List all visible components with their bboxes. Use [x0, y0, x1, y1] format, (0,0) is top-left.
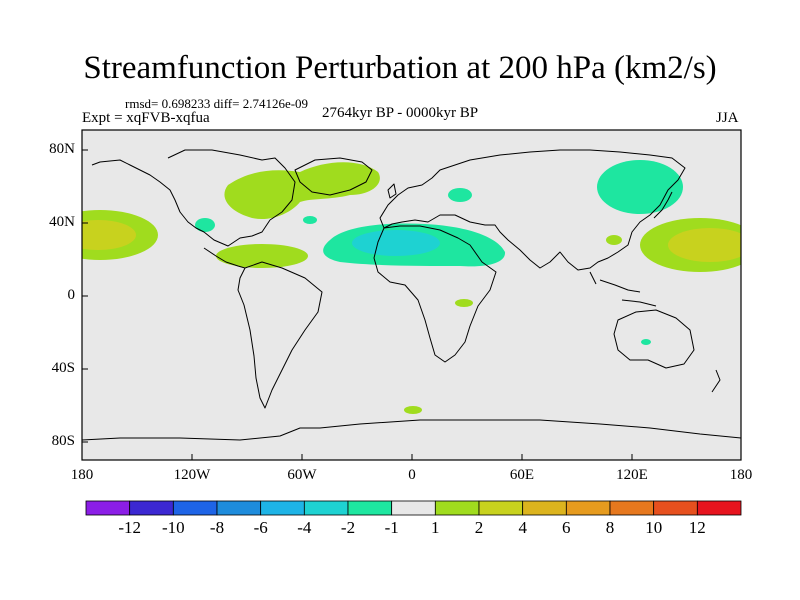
coast-eurasia	[379, 149, 686, 271]
lon-label-180e: 180	[729, 467, 753, 483]
colorbar-box	[129, 500, 174, 516]
colorbar-label: 2	[474, 518, 484, 537]
coast-australia	[613, 309, 695, 369]
colorbar-box	[522, 500, 567, 516]
anomaly-gulf-of-mexico-small	[195, 218, 215, 232]
anomaly-pacific-east-inner	[82, 220, 136, 250]
colorbar	[85, 500, 742, 516]
colorbar-label: 1	[431, 518, 440, 537]
colorbar-label: 4	[518, 518, 527, 537]
anomaly-north-atlantic	[224, 162, 380, 220]
lat-label-80n: 80N	[49, 141, 75, 157]
colorbar-label: 6	[562, 518, 571, 537]
anomaly-shading	[82, 160, 741, 414]
colorbar-label: -2	[340, 518, 356, 537]
anomaly-tibet-small	[606, 235, 622, 245]
colorbar-box	[609, 500, 655, 516]
lon-label-60w: 60W	[287, 467, 317, 483]
colorbar-box	[696, 500, 742, 516]
anomaly-east-africa-small	[455, 299, 473, 307]
anomaly-caribbean	[216, 244, 308, 268]
colorbar-box	[303, 500, 349, 516]
period-label: 2764kyr BP - 0000kyr BP	[322, 105, 479, 121]
lat-label-80s: 80S	[51, 433, 75, 449]
coast-japan	[653, 191, 673, 219]
lat-label-0: 0	[67, 287, 76, 303]
anomaly-africa-inner	[352, 230, 440, 256]
lat-tick-marks	[82, 149, 88, 443]
anomaly-east-asia	[597, 160, 683, 214]
colorbar-box	[216, 500, 262, 516]
lon-tick-marks	[81, 454, 742, 460]
lat-label-40s: 40S	[51, 360, 75, 376]
map-title: Streamfunction Perturbation at 200 hPa (…	[83, 50, 717, 86]
lon-label-120e: 120E	[616, 467, 648, 483]
colorbar-label: 10	[645, 518, 663, 537]
experiment-label: Expt = xqFVB-xqfua	[82, 110, 210, 126]
colorbar-box	[260, 500, 305, 516]
colorbar-box	[434, 500, 480, 516]
anomaly-pacific-west-inner	[668, 228, 741, 262]
coast-africa	[373, 225, 497, 363]
colorbar-label: -4	[297, 518, 312, 537]
colorbar-box	[565, 500, 611, 516]
season-label: JJA	[716, 110, 739, 126]
coast-southeast-asia-islands	[589, 271, 657, 307]
anomaly-west-europe-small	[303, 216, 317, 224]
anomaly-australia-small	[641, 339, 651, 345]
coast-greenland	[294, 157, 373, 196]
colorbar-box	[347, 500, 393, 516]
colorbar-box	[653, 500, 698, 516]
lon-label-180w: 180	[70, 467, 94, 483]
colorbar-label: -6	[253, 518, 268, 537]
stats-line: rmsd= 0.698233 diff= 2.74126e-09	[125, 96, 309, 111]
colorbar-label: 8	[605, 518, 615, 537]
colorbar-label: -10	[161, 518, 185, 537]
colorbar-label: 12	[688, 518, 706, 537]
anomaly-antarctica-small	[404, 406, 422, 414]
colorbar-box	[478, 500, 524, 516]
coast-antarctica	[82, 419, 741, 441]
lon-label-0: 0	[408, 467, 416, 483]
colorbar-label: -1	[384, 518, 399, 537]
anomaly-caspian-small	[448, 188, 472, 202]
lon-label-120w: 120W	[173, 467, 211, 483]
colorbar-label: -12	[118, 518, 142, 537]
colorbar-label: -8	[209, 518, 225, 537]
coast-south-america	[237, 261, 323, 409]
coast-north-america	[91, 149, 296, 269]
coastlines	[82, 149, 741, 441]
coast-british-isles	[387, 183, 397, 199]
colorbar-box	[85, 500, 131, 516]
colorbar-box	[391, 500, 436, 516]
lon-label-60e: 60E	[509, 467, 535, 483]
lat-label-40n: 40N	[49, 214, 75, 230]
coast-new-zealand	[711, 369, 721, 393]
colorbar-box	[172, 500, 218, 516]
